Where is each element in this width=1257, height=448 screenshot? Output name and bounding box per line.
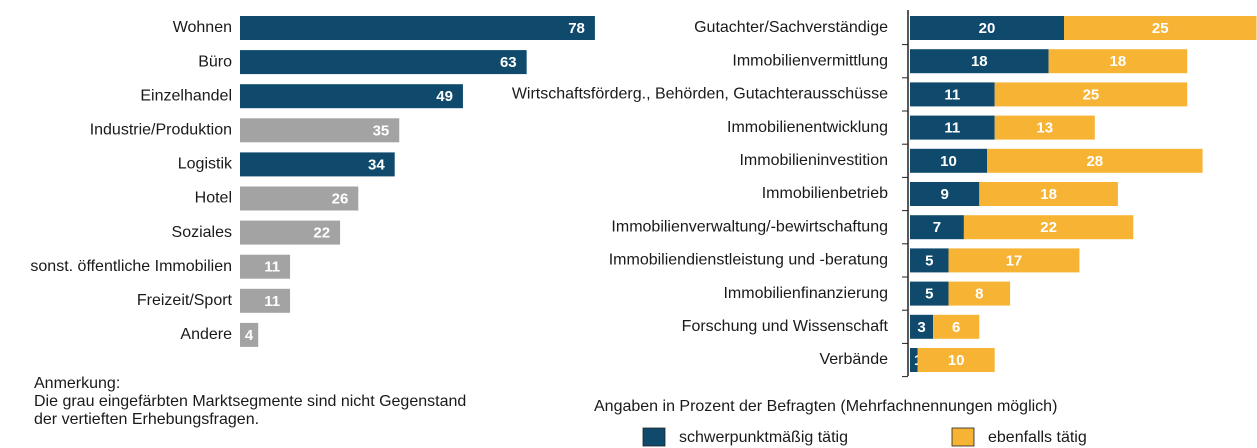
category-label: Soziales xyxy=(172,224,232,241)
category-label: Gutachter/Sachverständige xyxy=(694,19,888,36)
value-label: 22 xyxy=(1040,219,1057,236)
bar-segment xyxy=(948,248,1080,273)
value-label: 7 xyxy=(933,219,941,236)
category-label: Freizeit/Sport xyxy=(137,292,233,309)
note-line: der vertieften Erhebungsfragen. xyxy=(34,411,259,428)
bar-segment xyxy=(987,148,1203,173)
category-label: Einzelhandel xyxy=(140,87,232,104)
bar xyxy=(240,118,400,143)
bar xyxy=(240,152,395,177)
bar xyxy=(240,220,341,245)
legend-label: schwerpunktmäßig tätig xyxy=(679,429,848,446)
value-label: 11 xyxy=(944,86,960,103)
bar-segment xyxy=(994,82,1188,107)
value-label: 11 xyxy=(944,120,960,137)
value-label: 18 xyxy=(1110,53,1127,70)
value-label: 11 xyxy=(264,293,280,310)
bar-segment xyxy=(910,115,995,140)
bar-segment xyxy=(1048,49,1188,74)
bar-segment xyxy=(948,281,1011,306)
bar-segment xyxy=(910,16,1064,40)
category-label: Immobilienverwaltung/-bewirtschaftung xyxy=(611,218,888,235)
bar-segment xyxy=(910,182,980,206)
value-label: 49 xyxy=(436,88,453,105)
value-label: 78 xyxy=(568,20,585,37)
bar-segment xyxy=(910,82,995,107)
bar xyxy=(240,50,527,75)
bar-segment xyxy=(910,348,918,372)
bar-segment xyxy=(910,148,987,173)
value-label: 34 xyxy=(368,156,385,173)
value-label: 26 xyxy=(332,190,349,207)
category-label: Immobilienentwicklung xyxy=(727,119,888,136)
bar-segment xyxy=(910,49,1049,74)
category-label: Büro xyxy=(198,53,232,70)
category-label: Wirtschaftsförderg., Behörden, Gutachter… xyxy=(512,86,888,103)
value-label: 6 xyxy=(952,319,960,336)
category-label: Wohnen xyxy=(173,19,232,36)
category-label: Immobilieninvestition xyxy=(739,152,888,169)
category-label: Andere xyxy=(180,326,232,343)
value-label: 8 xyxy=(975,286,983,303)
bar xyxy=(240,254,291,279)
value-label: 22 xyxy=(313,225,330,242)
value-label: 25 xyxy=(1152,20,1169,37)
bar-segment xyxy=(963,215,1134,240)
bar-segment xyxy=(910,215,964,240)
bar-segment xyxy=(910,281,949,306)
bar xyxy=(240,288,291,313)
note-line: Die grau eingefärbten Marktsegmente sind… xyxy=(34,393,466,410)
legend-swatch xyxy=(642,427,666,447)
value-label: 13 xyxy=(1036,120,1053,137)
value-label: 5 xyxy=(925,286,933,303)
category-label: Immobilienfinanzierung xyxy=(723,285,888,302)
bar-segment xyxy=(910,314,934,339)
value-label: 25 xyxy=(1083,86,1100,103)
value-label: 18 xyxy=(971,53,988,70)
bar-segment xyxy=(1064,16,1257,40)
category-label: Immobiliendienstleistung und -beratung xyxy=(609,252,888,269)
category-label: Verbände xyxy=(819,351,888,368)
value-label: 28 xyxy=(1086,153,1103,170)
value-label: 63 xyxy=(500,54,517,71)
category-label: Immobilienbetrieb xyxy=(762,185,888,202)
category-label: sonst. öffentliche Immobilien xyxy=(30,258,232,275)
category-label: Industrie/Produktion xyxy=(90,122,232,139)
value-label: 10 xyxy=(940,153,957,170)
value-label: 3 xyxy=(917,319,925,336)
value-label: 35 xyxy=(373,122,390,139)
category-label: Logistik xyxy=(178,156,233,173)
value-label: 18 xyxy=(1040,186,1057,203)
bar xyxy=(240,84,463,109)
value-label: 4 xyxy=(245,327,254,344)
note-heading: Anmerkung: xyxy=(34,375,120,392)
legend-swatch xyxy=(951,427,975,447)
value-label: 10 xyxy=(948,352,965,369)
bar-segment xyxy=(979,182,1118,206)
value-label: 5 xyxy=(925,252,933,269)
category-label: Immobilienvermittlung xyxy=(732,52,888,69)
bar-segment xyxy=(994,115,1095,140)
bar xyxy=(240,322,259,347)
bar xyxy=(240,16,595,40)
value-label: 9 xyxy=(940,186,948,203)
value-label: 11 xyxy=(264,259,280,276)
bar-segment xyxy=(933,314,980,339)
bar xyxy=(240,186,359,211)
category-label: Forschung und Wissenschaft xyxy=(682,318,889,335)
bar-segment xyxy=(917,348,995,372)
value-label: 20 xyxy=(979,20,996,37)
category-label: Hotel xyxy=(195,190,232,207)
caption: Angaben in Prozent der Befragten (Mehrfa… xyxy=(594,398,1057,415)
bar-segment xyxy=(910,248,949,273)
value-label: 17 xyxy=(1006,252,1023,269)
legend-label: ebenfalls tätig xyxy=(988,429,1087,446)
